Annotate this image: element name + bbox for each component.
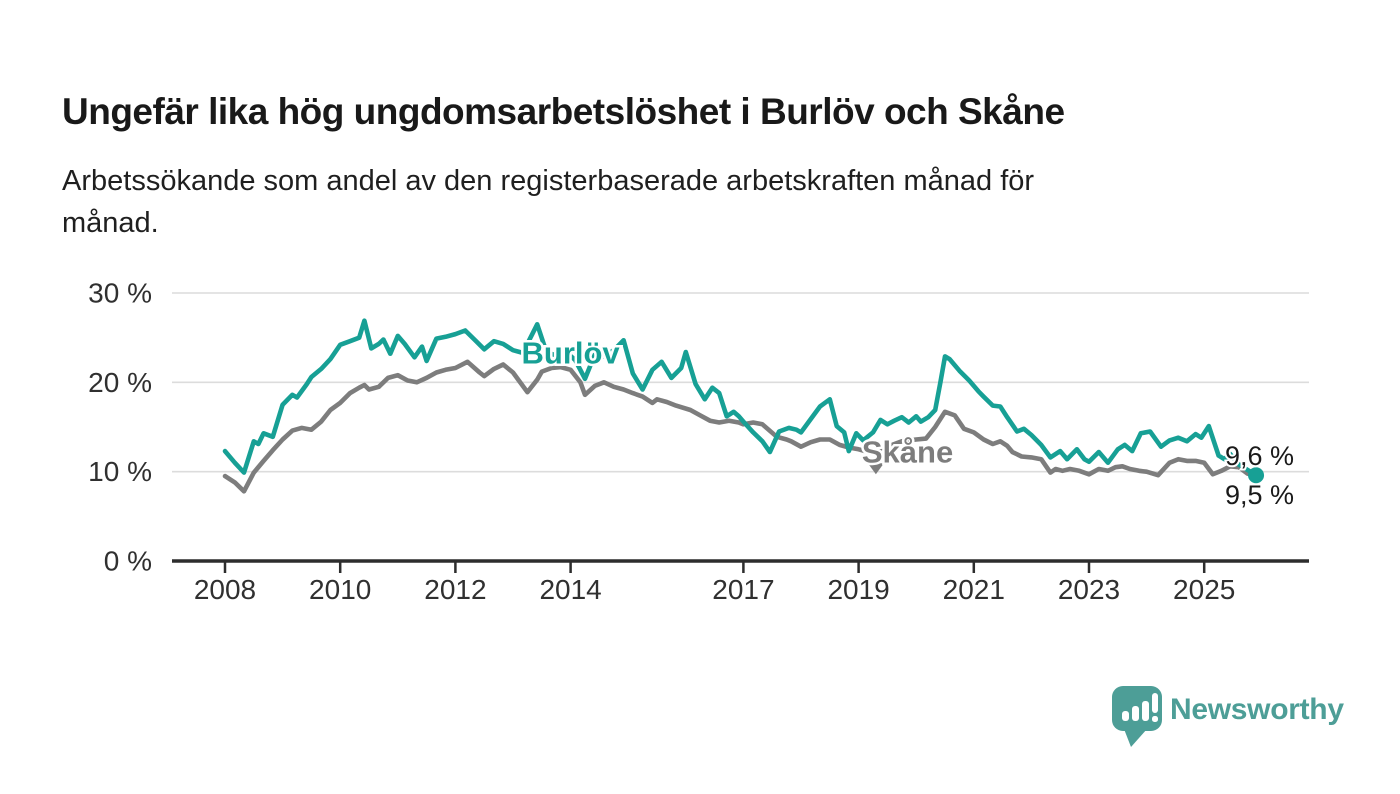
y-tick-label-10: 10 % bbox=[88, 456, 152, 487]
y-tick-label-0: 0 % bbox=[104, 546, 152, 577]
x-tick-label-2008: 2008 bbox=[194, 574, 256, 605]
chart-subtitle: Arbetssökande som andel av den registerb… bbox=[62, 160, 1262, 244]
skane-label-pointer bbox=[867, 463, 884, 475]
x-tick-label-2017: 2017 bbox=[712, 574, 774, 605]
newsworthy-logo: Newsworthy bbox=[1112, 686, 1352, 750]
skane-series-label: Skåne bbox=[862, 435, 953, 470]
y-tick-label-30: 30 % bbox=[88, 278, 152, 309]
x-tick-label-2021: 2021 bbox=[943, 574, 1005, 605]
y-tick-label-20: 20 % bbox=[88, 367, 152, 398]
x-tick-label-2023: 2023 bbox=[1058, 574, 1120, 605]
burlov-series-label: Burlöv bbox=[522, 335, 621, 370]
page-title: Ungefär lika hög ungdomsarbetslöshet i B… bbox=[62, 90, 1065, 132]
subtitle-line-2: månad. bbox=[62, 207, 159, 239]
burlov-end-label: 9,6 % bbox=[1225, 441, 1294, 471]
x-tick-label-2014: 2014 bbox=[539, 574, 601, 605]
burlov-end-dot bbox=[1248, 467, 1265, 484]
x-tick-label-2012: 2012 bbox=[424, 574, 486, 605]
burlov-line bbox=[222, 318, 1259, 478]
x-tick-label-2010: 2010 bbox=[309, 574, 371, 605]
x-tick-label-2019: 2019 bbox=[827, 574, 889, 605]
newsworthy-wordmark: Newsworthy bbox=[1170, 693, 1344, 726]
skane-end-label: 9,5 % bbox=[1225, 480, 1294, 510]
x-tick-label-2025: 2025 bbox=[1173, 574, 1235, 605]
newsworthy-logo-icon bbox=[1112, 686, 1162, 747]
subtitle-line-1: Arbetssökande som andel av den registerb… bbox=[62, 165, 1035, 197]
